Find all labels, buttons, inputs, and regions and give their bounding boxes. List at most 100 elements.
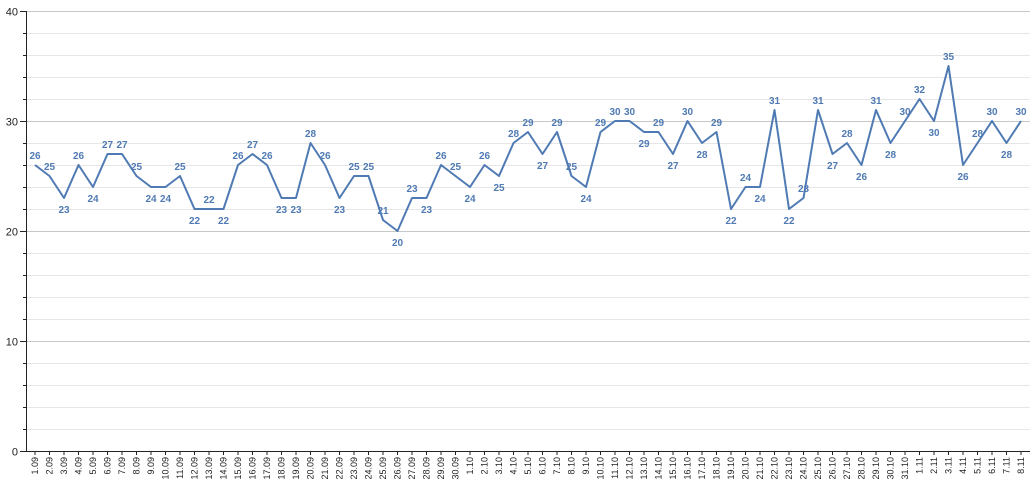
x-tick-label: 30.09 bbox=[451, 457, 461, 480]
x-tick-label: 23.10 bbox=[784, 457, 794, 480]
data-label: 24 bbox=[160, 194, 172, 205]
x-tick-label: 5.10 bbox=[523, 457, 533, 475]
x-tick-label: 14.09 bbox=[219, 457, 229, 480]
x-tick-label: 3.11 bbox=[944, 457, 954, 474]
data-label: 23 bbox=[798, 184, 810, 195]
x-tick-label: 7.11 bbox=[1002, 457, 1012, 474]
x-tick-label: 21.09 bbox=[320, 457, 330, 480]
data-label: 27 bbox=[667, 161, 679, 172]
data-label: 30 bbox=[928, 128, 940, 139]
x-tick-label: 3.10 bbox=[494, 457, 504, 475]
x-tick-label: 17.10 bbox=[697, 457, 707, 480]
data-label: 24 bbox=[145, 194, 157, 205]
data-label: 22 bbox=[203, 195, 215, 206]
data-label: 26 bbox=[957, 172, 969, 183]
x-tick-label: 3.09 bbox=[59, 457, 69, 475]
data-label: 24 bbox=[580, 194, 592, 205]
x-tick-label: 16.10 bbox=[683, 457, 693, 480]
data-label: 31 bbox=[812, 96, 824, 107]
x-tick-label: 29.09 bbox=[436, 457, 446, 480]
data-label: 25 bbox=[131, 162, 143, 173]
x-tick-label: 2.10 bbox=[480, 457, 490, 475]
x-tick-label: 15.10 bbox=[668, 457, 678, 480]
x-tick-label: 7.10 bbox=[552, 457, 562, 475]
grid bbox=[26, 11, 1030, 452]
x-tick-label: 25.09 bbox=[378, 457, 388, 480]
data-label: 21 bbox=[377, 206, 389, 217]
x-tick-label: 11.09 bbox=[175, 457, 185, 479]
x-tick-label: 12.09 bbox=[190, 457, 200, 480]
data-label: 28 bbox=[885, 150, 897, 161]
data-label: 27 bbox=[102, 140, 114, 151]
data-label: 27 bbox=[247, 140, 259, 151]
x-tick-label: 12.10 bbox=[625, 457, 635, 480]
x-tick-label: 8.10 bbox=[567, 457, 577, 475]
data-label: 26 bbox=[319, 151, 331, 162]
data-label: 27 bbox=[116, 140, 128, 151]
axes: 0 10 20 30 40 bbox=[6, 7, 1030, 459]
data-label: 31 bbox=[870, 96, 882, 107]
x-tick-label: 8.11 bbox=[1016, 457, 1026, 474]
x-tick-label: 13.10 bbox=[639, 457, 649, 480]
x-tick-label: 16.09 bbox=[248, 457, 258, 480]
data-label: 32 bbox=[914, 85, 926, 96]
data-label: 30 bbox=[682, 107, 694, 118]
x-tick-label: 26.09 bbox=[393, 457, 403, 480]
data-label: 27 bbox=[537, 161, 549, 172]
x-tick-label: 4.11 bbox=[958, 457, 968, 474]
data-label: 29 bbox=[711, 118, 723, 129]
data-label: 26 bbox=[435, 151, 447, 162]
data-label: 23 bbox=[334, 205, 346, 216]
data-label: 29 bbox=[522, 118, 534, 129]
data-label: 22 bbox=[783, 216, 795, 227]
x-tick-label: 2.11 bbox=[929, 457, 939, 474]
data-label: 22 bbox=[218, 216, 230, 227]
data-label: 35 bbox=[943, 52, 955, 63]
x-tick-labels: 1.09 2.09 3.09 4.09 5.09 6.09 7.09 8.09 9.09 10.0… bbox=[30, 457, 1026, 480]
data-label: 24 bbox=[754, 194, 766, 205]
y-tick-label: 40 bbox=[6, 7, 18, 19]
data-label: 29 bbox=[638, 139, 650, 150]
data-label: 28 bbox=[841, 129, 853, 140]
x-tick-label: 1.09 bbox=[30, 457, 40, 475]
x-tick-label: 4.09 bbox=[74, 457, 84, 475]
data-label: 23 bbox=[421, 205, 433, 216]
x-tick-label: 19.09 bbox=[291, 457, 301, 480]
data-label: 26 bbox=[856, 172, 868, 183]
x-tick-label: 20.09 bbox=[306, 457, 316, 480]
x-tick-label: 24.10 bbox=[799, 457, 809, 480]
x-tick-label: 17.09 bbox=[262, 457, 272, 480]
x-tick-label: 14.10 bbox=[654, 457, 664, 480]
data-label: 23 bbox=[290, 205, 302, 216]
data-label: 25 bbox=[450, 162, 462, 173]
y-tick-label: 20 bbox=[6, 227, 18, 239]
x-tick-label: 29.10 bbox=[871, 457, 881, 480]
data-label: 23 bbox=[406, 184, 418, 195]
x-tick-label: 10.09 bbox=[161, 457, 171, 480]
x-tick-label: 18.10 bbox=[712, 457, 722, 480]
x-tick-label: 2.09 bbox=[45, 457, 55, 475]
x-tick-label: 6.11 bbox=[987, 457, 997, 474]
data-label: 26 bbox=[73, 151, 85, 162]
x-tick-label: 11.10 bbox=[610, 457, 620, 479]
data-label: 26 bbox=[261, 151, 273, 162]
data-label: 29 bbox=[653, 118, 665, 129]
x-tick-label: 4.10 bbox=[509, 457, 519, 475]
data-label: 28 bbox=[508, 129, 520, 140]
x-tick-label: 18.09 bbox=[277, 457, 287, 480]
data-label: 25 bbox=[493, 183, 505, 194]
x-tick-label: 27.09 bbox=[407, 457, 417, 480]
x-tick-label: 1.10 bbox=[465, 457, 475, 475]
data-label: 25 bbox=[174, 162, 186, 173]
data-label: 25 bbox=[44, 162, 56, 173]
data-label: 24 bbox=[740, 173, 752, 184]
x-tick-label: 31.10 bbox=[900, 457, 910, 480]
x-tick-label: 6.09 bbox=[103, 457, 113, 475]
data-label: 20 bbox=[392, 238, 404, 249]
x-tick-label: 28.10 bbox=[857, 457, 867, 480]
data-label: 24 bbox=[87, 194, 99, 205]
data-label: 29 bbox=[595, 118, 607, 129]
x-tick-label: 1.11 bbox=[915, 457, 925, 474]
data-label: 23 bbox=[276, 205, 288, 216]
x-tick-label: 27.10 bbox=[842, 457, 852, 480]
